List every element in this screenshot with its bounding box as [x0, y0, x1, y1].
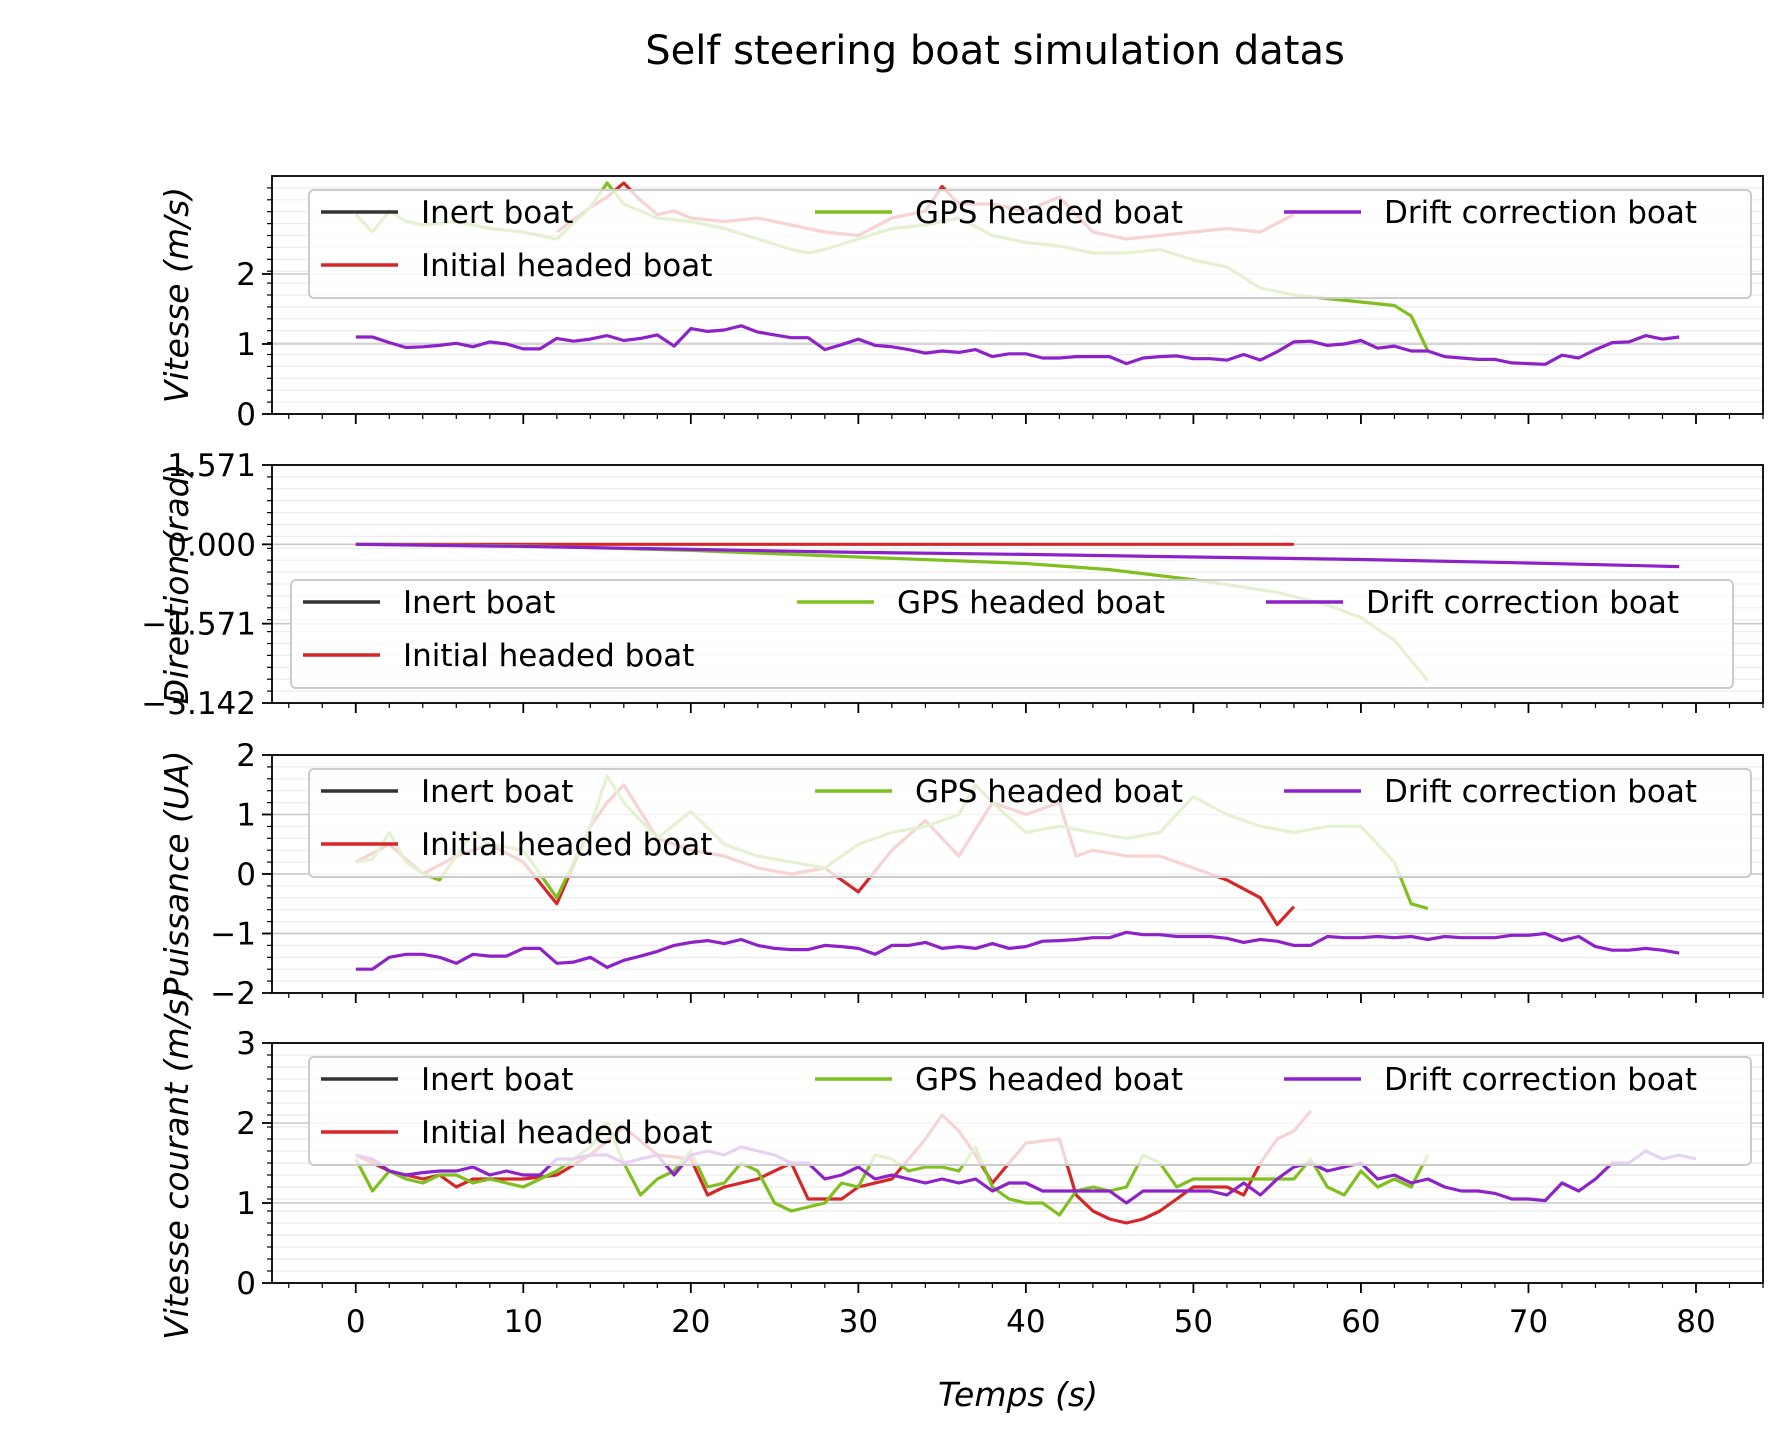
- y-tick-label: −2: [210, 976, 256, 1012]
- legend-label: Initial headed boat: [403, 638, 694, 674]
- axes-frame: [271, 464, 1764, 704]
- legend-label: Initial headed boat: [421, 248, 712, 284]
- y-axis-label: Vitesse (m/s): [157, 187, 196, 403]
- legend-box: [308, 1056, 1752, 1166]
- figure-title: Self steering boat simulation datas: [645, 28, 1345, 74]
- y-axis-label: Direction (rad): [157, 464, 196, 705]
- legend-label: Initial headed boat: [421, 1115, 712, 1151]
- y-tick-label: 1: [236, 327, 256, 363]
- subplot-1: Inert boat Initial headed boat GPS headed …: [157, 175, 1764, 433]
- axes-frame: [271, 175, 1764, 415]
- legend-label: Initial headed boat: [421, 827, 712, 863]
- series-line-drift-correction-boat: [355, 542, 1680, 569]
- subplot-3: Inert boat Initial headed boat GPS headed …: [157, 738, 1764, 1012]
- legend-label: Inert boat: [403, 585, 555, 621]
- legend-box: [308, 189, 1752, 299]
- y-tick-label: 1.571: [167, 448, 256, 484]
- series-line-initial-headed-boat: [355, 1109, 1312, 1225]
- legend-label: GPS headed boat: [915, 1062, 1183, 1098]
- subplot-4: Inert boat Initial headed boat GPS headed …: [157, 986, 1764, 1340]
- legend-label: Inert boat: [421, 774, 573, 810]
- legend-label: Drift correction boat: [1384, 774, 1697, 810]
- legend-label: GPS headed boat: [897, 585, 1165, 621]
- subplots: Inert boat Initial headed boat GPS headed …: [141, 175, 1764, 1340]
- legend-label: Inert boat: [421, 1062, 573, 1098]
- y-tick-label: −1: [210, 917, 256, 953]
- series-line-drift-correction-boat: [355, 930, 1680, 971]
- x-axis-label: Temps (s): [938, 1375, 1098, 1414]
- legend-box: [308, 768, 1752, 878]
- y-tick-label: 0.000: [167, 527, 256, 563]
- legend-label: Inert boat: [421, 195, 573, 231]
- legend-label: Drift correction boat: [1366, 585, 1679, 621]
- legend-label: GPS headed boat: [915, 195, 1183, 231]
- x-tick-label: 70: [1509, 1304, 1548, 1340]
- y-tick-label: −3.142: [141, 686, 256, 722]
- y-tick-label: 0: [236, 397, 256, 433]
- y-tick-label: 2: [236, 1106, 256, 1142]
- y-tick-label: 2: [236, 738, 256, 774]
- legend-label: GPS headed boat: [915, 774, 1183, 810]
- y-tick-label: 0: [236, 857, 256, 893]
- y-axis-label: Vitesse courant (m/s): [157, 986, 196, 1340]
- x-tick-label: 80: [1676, 1304, 1715, 1340]
- y-tick-label: 1: [236, 1186, 256, 1222]
- x-tick-label: 10: [504, 1304, 543, 1340]
- x-tick-label: 60: [1341, 1304, 1380, 1340]
- x-tick-label: 50: [1174, 1304, 1213, 1340]
- x-tick-label: 30: [839, 1304, 878, 1340]
- legend-box: [290, 579, 1734, 689]
- legend-label: Drift correction boat: [1384, 1062, 1697, 1098]
- subplot-2: Inert boat Initial headed boat GPS headed …: [141, 448, 1764, 722]
- series-line-drift-correction-boat: [355, 324, 1680, 366]
- x-tick-label: 20: [671, 1304, 710, 1340]
- y-tick-label: 1: [236, 798, 256, 834]
- x-tick-label: 0: [346, 1304, 366, 1340]
- y-tick-label: −1.571: [141, 607, 256, 643]
- legend-label: Drift correction boat: [1384, 195, 1697, 231]
- y-tick-label: 2: [236, 257, 256, 293]
- x-tick-label: 40: [1006, 1304, 1045, 1340]
- y-tick-label: 0: [236, 1266, 256, 1302]
- y-tick-label: 3: [236, 1026, 256, 1062]
- axes-frame: [271, 1042, 1764, 1284]
- y-axis-label: Puissance (UA): [157, 751, 196, 998]
